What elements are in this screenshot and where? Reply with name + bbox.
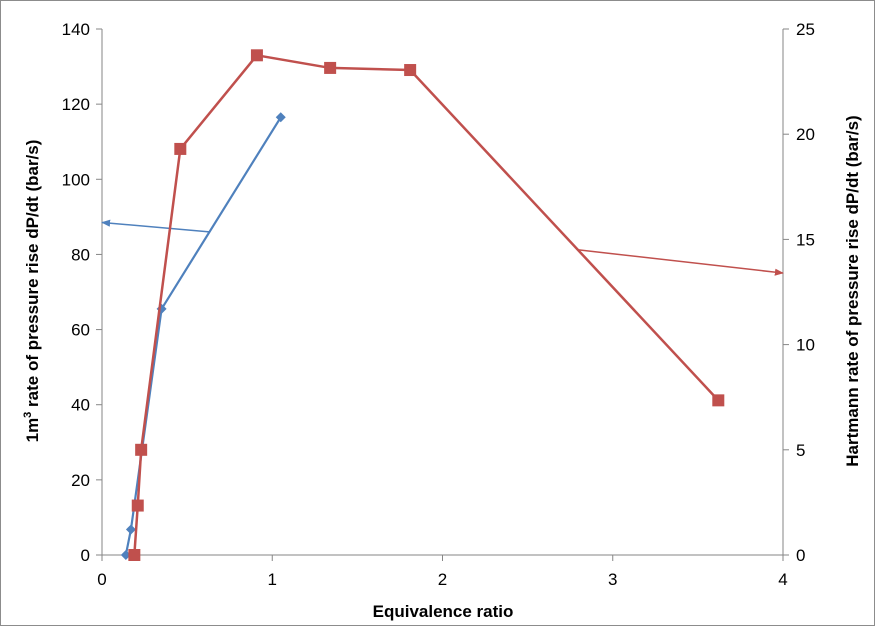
x-tick-label: 1 xyxy=(268,570,277,589)
y-left-tick-label: 100 xyxy=(62,170,90,189)
x-axis-label: Equivalence ratio xyxy=(373,602,514,621)
y-left-tick-label: 40 xyxy=(71,396,90,415)
series-2-point xyxy=(131,499,144,512)
series-2-point xyxy=(324,61,337,74)
y-axis-right-label: Hartmann rate of pressure rise dP/dt (ba… xyxy=(843,115,862,466)
y-left-label-suffix: rate of pressure rise dP/dt (bar/s) xyxy=(23,140,42,412)
y-axis-left-label: 1m3 rate of pressure rise dP/dt (bar/s) xyxy=(22,140,42,443)
x-tick-label: 3 xyxy=(608,570,617,589)
series-1-point xyxy=(120,550,131,560)
annotation-arrow xyxy=(101,219,210,233)
annotation-arrow xyxy=(578,249,784,276)
y-right-tick-label: 15 xyxy=(796,230,815,249)
y-right-tick-label: 10 xyxy=(796,336,815,355)
labels: Equivalence ratio 1m3 rate of pressure r… xyxy=(22,115,862,621)
y-left-label-prefix: 1m xyxy=(23,418,42,443)
y-left-tick-label: 60 xyxy=(71,321,90,340)
y-left-tick-label: 0 xyxy=(81,546,90,565)
series-1-line xyxy=(124,116,282,556)
series-2-point xyxy=(404,64,417,77)
x-tick-label: 2 xyxy=(438,570,447,589)
annotations xyxy=(101,219,784,276)
y-left-tick-label: 80 xyxy=(71,245,90,264)
y-right-tick-label: 25 xyxy=(796,20,815,39)
y-left-tick-label: 140 xyxy=(62,20,90,39)
y-right-tick-label: 5 xyxy=(796,441,805,460)
y-left-tick-label: 20 xyxy=(71,471,90,490)
series-2-point xyxy=(128,549,141,561)
series-2-point xyxy=(135,443,148,456)
x-tick-label: 0 xyxy=(97,570,106,589)
y-right-tick-label: 0 xyxy=(796,546,805,565)
series-2-line xyxy=(133,54,720,556)
series-2-point xyxy=(712,394,725,407)
y-right-tick-label: 20 xyxy=(796,125,815,144)
series-2-point xyxy=(250,49,263,62)
series-1-point xyxy=(275,112,286,123)
y-left-label-sup: 3 xyxy=(22,412,34,418)
x-tick-label: 4 xyxy=(778,570,787,589)
series-1-point xyxy=(125,524,136,535)
series-group xyxy=(120,49,725,561)
series-2-point xyxy=(174,142,187,155)
y-left-tick-label: 120 xyxy=(62,95,90,114)
